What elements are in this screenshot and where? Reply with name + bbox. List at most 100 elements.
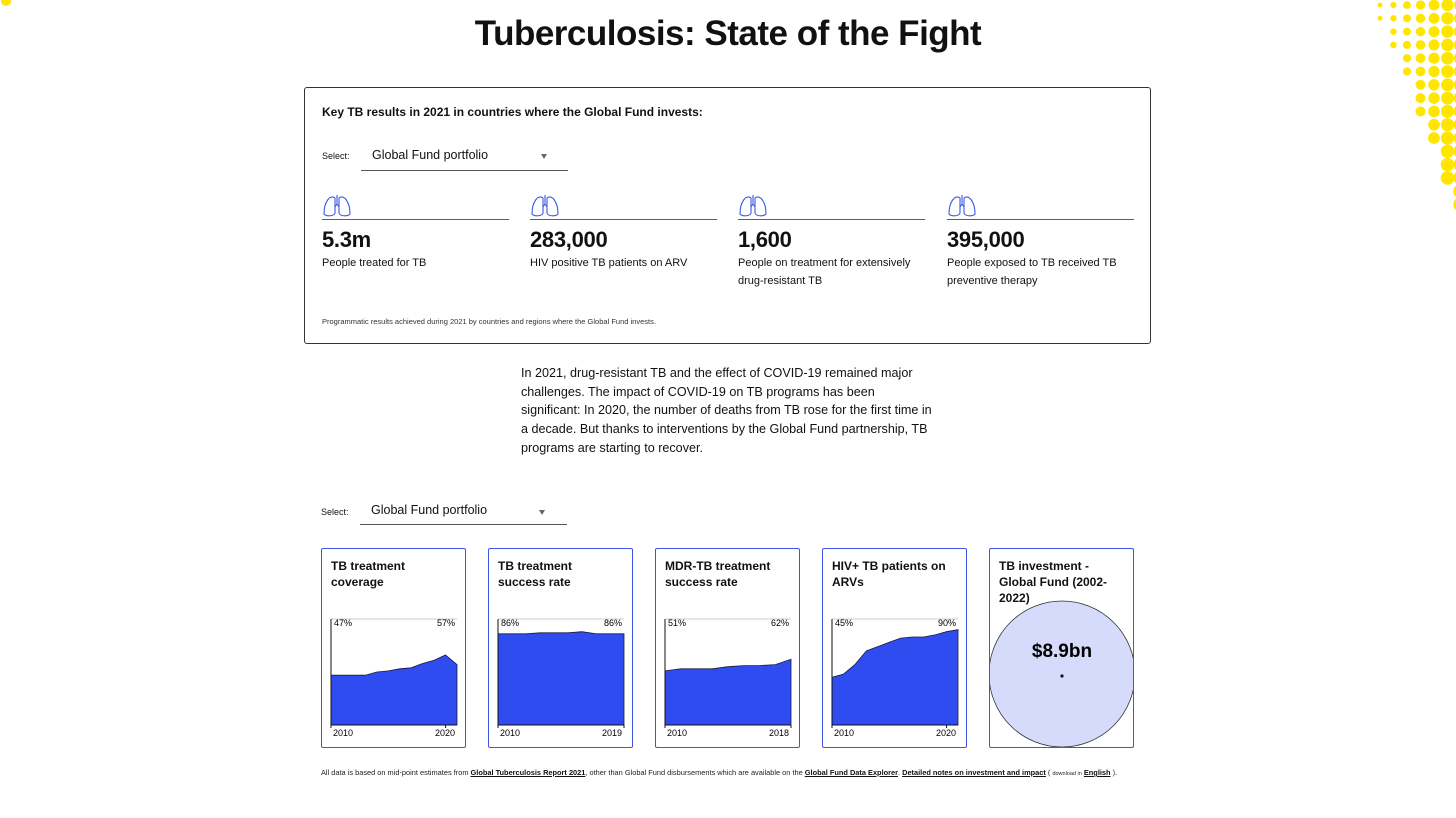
dot <box>1415 93 1426 104</box>
card-chart: $8.9bn <box>990 600 1133 747</box>
value-label: 51% <box>668 618 686 628</box>
stat-label: People exposed to TB received TB prevent… <box>947 257 1117 287</box>
link[interactable]: English <box>1083 768 1111 777</box>
dot <box>1415 26 1426 37</box>
dot <box>1390 15 1397 22</box>
dot <box>1428 65 1440 78</box>
icon-shape <box>739 195 767 217</box>
dot <box>1453 159 1456 171</box>
stat-value: 395,000 <box>947 227 1025 252</box>
amount: $8.9bn <box>1032 641 1092 662</box>
dot <box>1428 39 1440 51</box>
select-value[interactable]: Global Fund portfolio <box>371 503 488 517</box>
dot <box>1403 1 1411 9</box>
icon-shape <box>948 195 976 217</box>
dot <box>1402 67 1412 76</box>
dot <box>1453 145 1456 157</box>
stat-rule <box>947 219 1134 220</box>
card: 86% 86% 2010 2019 TB treatment success rate <box>488 548 633 748</box>
dot <box>1441 25 1454 38</box>
dot <box>1415 0 1426 10</box>
card-title: TB investment - Global Fund (2002-2022) <box>999 559 1108 605</box>
card-title: TB treatment coverage <box>331 559 406 589</box>
bubble-center <box>1060 674 1064 678</box>
dot <box>1428 105 1440 118</box>
page-title: Tuberculosis: State of the Fight <box>474 14 982 53</box>
dot <box>1428 79 1440 91</box>
dot <box>1440 104 1455 118</box>
stat: 1,600 People on treatment for extensively… <box>738 194 925 290</box>
dot <box>1441 51 1454 65</box>
icon-shape <box>531 195 559 217</box>
dot <box>1415 106 1426 117</box>
x-tick-label: 2019 <box>602 728 622 738</box>
dot <box>1440 157 1455 172</box>
dot <box>1415 66 1426 77</box>
dot <box>1415 53 1426 64</box>
stat: 5.3m People treated for TB <box>322 194 509 272</box>
card: 51% 62% 2010 2018 MDR-TB treatment success r… <box>655 548 800 748</box>
dot <box>1440 171 1455 185</box>
select-arrow[interactable] <box>539 510 545 515</box>
value-label: 57% <box>437 618 455 628</box>
card-title: TB treatment success rate <box>498 559 573 589</box>
x-tick-label: 2018 <box>769 728 789 738</box>
select-label: Select: <box>322 151 350 161</box>
value-label: 62% <box>771 618 789 628</box>
dot <box>1453 132 1456 144</box>
dot <box>1390 41 1397 49</box>
dot <box>1441 0 1454 12</box>
footnote-text: ). <box>1110 768 1118 777</box>
x-tick-label: 2010 <box>333 728 353 738</box>
stat-label: HIV positive TB patients on ARV <box>530 257 688 269</box>
x-tick-label: 2020 <box>936 728 956 738</box>
bubble <box>990 600 1133 747</box>
dot <box>1441 78 1454 92</box>
dot <box>1453 66 1456 77</box>
dot <box>1453 106 1456 117</box>
link[interactable]: Global Fund Data Explorer <box>804 768 898 777</box>
footnote: All data is based on mid-point estimates… <box>321 768 1131 779</box>
stat-value: 283,000 <box>530 227 608 252</box>
dot <box>1415 79 1426 90</box>
select-underline <box>361 170 568 171</box>
dot <box>1453 53 1456 64</box>
lung-icon <box>323 195 351 217</box>
link[interactable]: Detailed notes on investment and impact <box>902 768 1046 777</box>
x-tick-label: 2010 <box>500 728 520 738</box>
stat-rule <box>530 219 717 220</box>
lung-icon <box>739 195 767 217</box>
dot <box>1415 40 1426 50</box>
select-arrow[interactable] <box>541 154 547 159</box>
card-chart: 51% 62% 2010 2018 <box>664 618 792 738</box>
dot <box>1453 79 1456 90</box>
dot <box>1453 119 1456 131</box>
panel-heading: Key TB results in 2021 in countries wher… <box>322 105 703 119</box>
dot <box>1428 52 1440 64</box>
card: 47% 57% 2010 2020 TB treatment coverage <box>321 548 466 748</box>
footnote-text: . <box>898 768 903 777</box>
footnote-text: , other than Global Fund disbursements w… <box>585 768 805 777</box>
card: 45% 90% 2010 2020 HIV+ TB patients on ARVs <box>822 548 967 748</box>
select-value[interactable]: Global Fund portfolio <box>372 148 489 162</box>
value-label: 86% <box>604 618 622 628</box>
x-tick-label: 2010 <box>667 728 687 738</box>
lung-icon <box>531 195 559 217</box>
stat-value: 1,600 <box>738 227 792 252</box>
x-tick-label: 2020 <box>435 728 455 738</box>
dot <box>1377 2 1383 8</box>
dot <box>1428 12 1440 24</box>
dot <box>1428 0 1440 11</box>
lung-icon <box>948 195 976 217</box>
value-label: 86% <box>501 618 519 628</box>
stat: 395,000 People exposed to TB received TB … <box>947 194 1134 290</box>
dot <box>1390 28 1397 35</box>
icon-shape <box>323 195 351 217</box>
dot <box>1428 26 1440 38</box>
link[interactable]: Global Tuberculosis Report 2021 <box>470 768 586 777</box>
dot <box>1441 38 1454 52</box>
dot <box>1441 65 1454 78</box>
dot <box>1440 131 1455 145</box>
dot <box>1390 1 1397 9</box>
